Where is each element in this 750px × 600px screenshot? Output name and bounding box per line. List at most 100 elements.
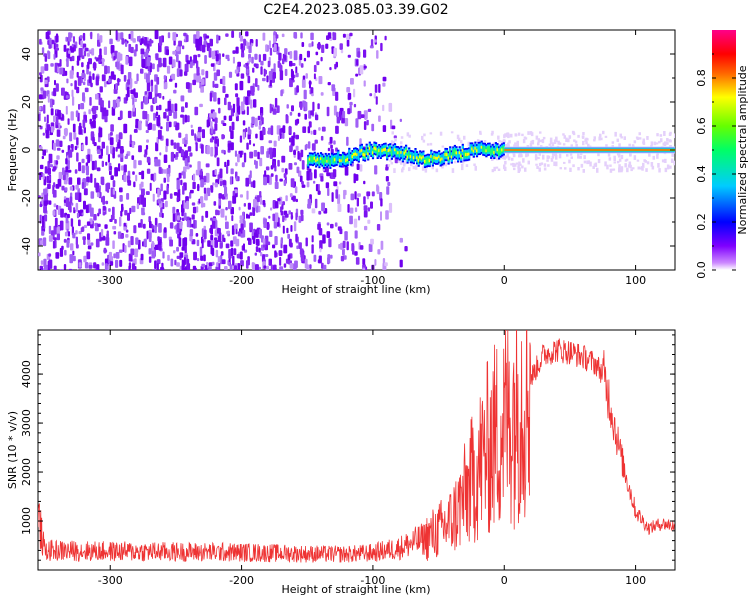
heatmap-cell: [257, 115, 261, 121]
heatmap-cell: [492, 142, 496, 148]
signal-cell: [457, 151, 460, 161]
heatmap-cell: [213, 72, 218, 81]
heatmap-cell: [301, 181, 304, 185]
heatmap-cell: [217, 228, 221, 234]
heatmap-cell: [638, 137, 642, 140]
heatmap-cell: [84, 87, 89, 93]
signal-cell: [360, 148, 363, 152]
heatmap-cell: [233, 265, 237, 270]
heatmap-cell: [304, 144, 308, 151]
signal-cell: [321, 157, 324, 164]
signal-cell: [371, 151, 375, 155]
heatmap-cell: [169, 222, 174, 229]
heatmap-cell: [176, 46, 180, 52]
heatmap-cell: [216, 262, 219, 268]
heatmap-cell: [531, 139, 535, 145]
signal-cell: [319, 157, 323, 161]
heatmap-cell: [370, 39, 374, 47]
heatmap-cell: [278, 52, 282, 61]
heatmap-cell: [337, 203, 342, 212]
heatmap-cell: [359, 164, 363, 172]
heatmap-cell: [399, 118, 402, 122]
heatmap-x-label: Height of straight line (km): [281, 283, 430, 296]
heatmap-cell: [48, 175, 51, 181]
heatmap-cell: [567, 138, 570, 143]
x-tick-label: 0: [501, 274, 508, 287]
heatmap-cell: [451, 168, 455, 173]
heatmap-cell: [116, 61, 120, 70]
heatmap-cell: [669, 165, 672, 169]
heatmap-cell: [491, 157, 494, 161]
heatmap-cell: [260, 113, 263, 123]
heatmap-cell: [585, 141, 588, 145]
heatmap-cell: [53, 203, 57, 208]
heatmap-cell: [306, 181, 310, 188]
heatmap-cell: [196, 66, 200, 76]
heatmap-cell: [124, 155, 128, 159]
heatmap-cell: [183, 166, 187, 173]
heatmap-cell: [268, 71, 273, 81]
heatmap-cell: [546, 155, 549, 160]
heatmap-cell: [224, 215, 227, 221]
heatmap-cell: [112, 225, 117, 230]
heatmap-cell: [246, 42, 251, 46]
heatmap-cell: [289, 137, 292, 143]
heatmap-cell: [49, 164, 53, 168]
heatmap-cell: [246, 260, 249, 269]
heatmap-cell: [59, 140, 63, 147]
heatmap-cell: [87, 245, 92, 250]
heatmap-cell: [574, 140, 578, 144]
heatmap-cell: [109, 165, 113, 171]
heatmap-cell: [570, 144, 573, 149]
heatmap-cell: [269, 230, 273, 237]
heatmap-cell: [75, 110, 79, 118]
heatmap-cell: [529, 143, 533, 148]
heatmap-cell: [611, 168, 614, 171]
heatmap-cell: [391, 131, 394, 135]
heatmap-cell: [101, 197, 105, 203]
heatmap-cell: [53, 53, 56, 60]
heatmap-cell: [81, 212, 84, 216]
heatmap-cell: [645, 168, 648, 172]
heatmap-cell: [47, 183, 51, 189]
heatmap-cell: [78, 219, 81, 227]
heatmap-cell: [42, 173, 45, 180]
heatmap-cell: [158, 104, 162, 111]
heatmap-cell: [157, 236, 160, 242]
heatmap-cell: [230, 168, 234, 175]
heatmap-cell: [50, 108, 54, 116]
signal-cell: [373, 146, 376, 150]
heatmap-cell: [249, 139, 252, 145]
heatmap-cell: [549, 137, 553, 143]
heatmap-cell: [386, 186, 390, 195]
heatmap-cell: [304, 258, 308, 269]
heatmap-cell: [301, 184, 306, 188]
heatmap-cell: [154, 244, 159, 250]
heatmap-cell: [290, 212, 293, 220]
x-tick-label: -200: [229, 574, 254, 587]
heatmap-cell: [648, 152, 651, 157]
heatmap-cell: [506, 153, 509, 158]
heatmap-cell: [230, 207, 234, 215]
signal-cell: [455, 151, 458, 155]
heatmap-cell: [273, 140, 277, 147]
heatmap-cell: [292, 263, 297, 270]
heatmap-cell: [439, 131, 443, 136]
heatmap-cell: [655, 142, 659, 145]
heatmap-cell: [151, 241, 154, 251]
heatmap-cell: [522, 158, 525, 163]
heatmap-cell: [131, 155, 135, 160]
heatmap-cell: [316, 61, 320, 66]
heatmap-cell: [235, 162, 238, 167]
heatmap-cell: [570, 156, 573, 159]
signal-cell: [452, 150, 455, 156]
y-tick-label: 20: [20, 95, 33, 109]
heatmap-cell: [115, 83, 118, 90]
heatmap-cell: [138, 120, 142, 131]
heatmap-cell: [279, 70, 284, 81]
heatmap-cell: [81, 62, 84, 68]
heatmap-cell: [267, 223, 270, 229]
heatmap-cell: [282, 215, 285, 223]
heatmap-cell: [247, 75, 251, 84]
